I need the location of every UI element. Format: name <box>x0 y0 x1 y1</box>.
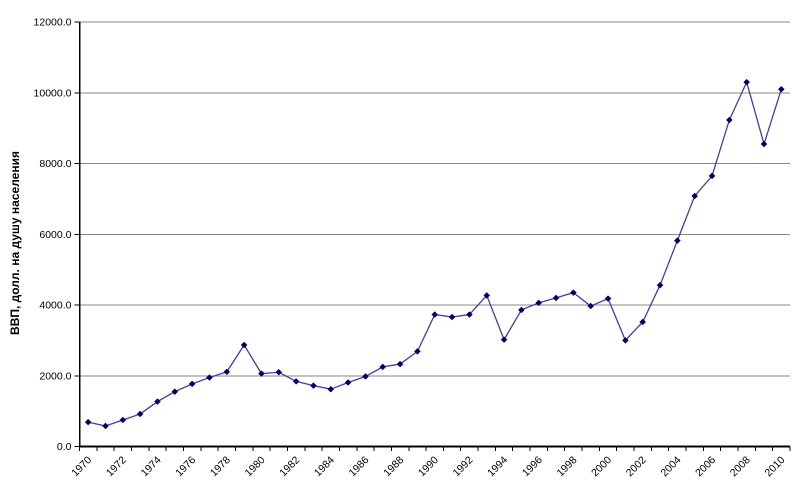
data-point-1977 <box>206 374 213 381</box>
y-tick-label-12000: 12000.0 <box>34 17 72 29</box>
data-point-1999 <box>587 302 595 310</box>
x-tick-label-1974: 1974 <box>139 454 164 479</box>
x-tick-label-1994: 1994 <box>485 454 510 479</box>
y-tick-label-4000: 4000.0 <box>39 300 71 312</box>
x-tick-label-2000: 2000 <box>589 454 614 479</box>
data-point-1974 <box>154 398 161 405</box>
data-point-2008 <box>743 78 751 86</box>
data-point-1982 <box>292 378 300 385</box>
data-point-2010 <box>777 85 785 93</box>
x-tick-label-2002: 2002 <box>624 454 649 479</box>
x-tick-label-1980: 1980 <box>243 454 268 479</box>
data-point-1981 <box>275 368 283 376</box>
y-axis-title: ВВП, долл. на душу населения <box>8 151 22 335</box>
x-tick-label-1976: 1976 <box>173 454 198 479</box>
data-point-1990 <box>431 311 439 318</box>
data-point-1978 <box>223 368 231 376</box>
data-point-1985 <box>344 379 352 386</box>
data-point-1994 <box>500 336 508 344</box>
data-point-1989 <box>414 347 421 355</box>
data-point-1979 <box>240 341 248 349</box>
data-point-1991 <box>448 313 456 321</box>
x-tick-label-2008: 2008 <box>728 454 753 479</box>
data-point-1998 <box>570 289 577 296</box>
data-point-1995 <box>518 306 525 314</box>
x-tick-label-1978: 1978 <box>208 454 233 479</box>
y-tick-label-0: 0.0 <box>57 441 72 453</box>
data-point-1983 <box>310 382 317 390</box>
x-tick-label-2006: 2006 <box>693 454 718 479</box>
data-point-2001 <box>622 337 629 344</box>
data-point-1976 <box>188 380 196 388</box>
data-point-1975 <box>171 388 179 396</box>
gdp-series-line <box>88 81 782 427</box>
x-tick-label-1992: 1992 <box>451 454 476 479</box>
x-tick-label-2004: 2004 <box>658 454 683 479</box>
data-point-1984 <box>327 385 335 393</box>
data-point-1996 <box>535 299 543 307</box>
data-point-1992 <box>466 311 473 318</box>
y-tick-label-6000: 6000.0 <box>39 229 71 241</box>
data-point-1970 <box>84 418 92 426</box>
data-point-2002 <box>639 318 647 326</box>
x-tick-label-1986: 1986 <box>347 454 372 479</box>
data-point-1980 <box>258 370 265 377</box>
y-tick-label-8000: 8000.0 <box>39 158 71 170</box>
data-point-2009 <box>760 140 768 148</box>
y-tick-label-10000: 10000.0 <box>34 87 72 99</box>
data-point-2007 <box>725 116 733 124</box>
x-tick-label-1984: 1984 <box>312 454 337 479</box>
x-tick-label-1996: 1996 <box>520 454 545 479</box>
data-point-1971 <box>102 422 109 430</box>
data-point-1993 <box>483 292 491 299</box>
data-point-1997 <box>552 294 560 302</box>
x-tick-label-2010: 2010 <box>762 454 787 479</box>
x-tick-label-1998: 1998 <box>555 454 580 479</box>
x-tick-label-1972: 1972 <box>104 454 129 479</box>
data-point-1987 <box>379 363 387 371</box>
x-tick-label-1990: 1990 <box>416 454 441 479</box>
y-tick-label-2000: 2000.0 <box>39 370 71 382</box>
x-tick-label-1988: 1988 <box>381 454 406 479</box>
data-point-2006 <box>708 172 716 180</box>
data-point-2004 <box>674 237 681 244</box>
x-tick-label-1970: 1970 <box>69 454 94 479</box>
data-point-1988 <box>396 360 404 368</box>
data-point-2005 <box>691 192 699 200</box>
data-point-2003 <box>656 281 664 289</box>
x-tick-label-1982: 1982 <box>277 454 302 479</box>
data-point-1986 <box>362 373 369 380</box>
data-point-2000 <box>604 295 612 302</box>
data-point-1972 <box>119 416 127 424</box>
data-point-1973 <box>136 410 144 418</box>
